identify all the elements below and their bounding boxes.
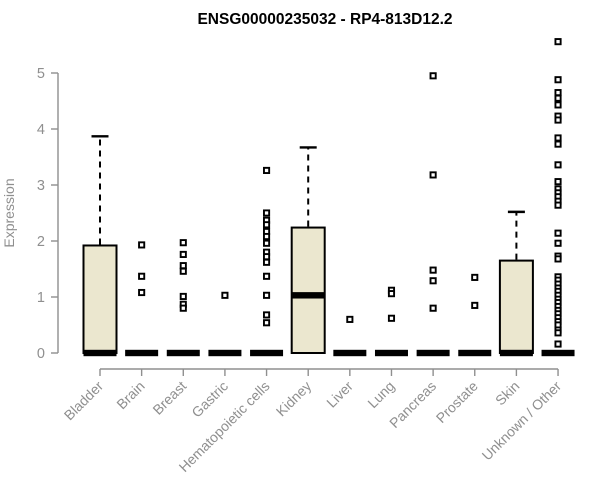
median-bar-breast xyxy=(166,349,200,357)
outlier-point-hematopoietic-cells xyxy=(263,291,271,299)
outlier-point-unknown-other xyxy=(554,76,562,84)
outlier-point-liver xyxy=(346,315,354,323)
outlier-point-hematopoietic-cells xyxy=(263,311,271,319)
x-tick-label-skin: Skin xyxy=(492,378,523,409)
outlier-point-unknown-other xyxy=(554,140,562,148)
outlier-point-breast xyxy=(179,250,187,258)
outlier-point-hematopoietic-cells xyxy=(263,221,271,229)
outlier-point-pancreas xyxy=(429,72,437,80)
outlier-point-hematopoietic-cells xyxy=(263,319,271,327)
outlier-point-prostate xyxy=(471,273,479,281)
y-tick-label-0: 0 xyxy=(37,346,45,362)
outlier-point-unknown-other xyxy=(554,255,562,263)
x-tick-label-bladder: Bladder xyxy=(61,378,107,424)
outlier-point-unknown-other xyxy=(554,161,562,169)
outlier-point-brain xyxy=(138,288,146,297)
outlier-point-unknown-other xyxy=(554,101,562,109)
median-bar-liver xyxy=(333,349,367,357)
median-bar-unknown-other xyxy=(541,349,575,357)
median-bar-hematopoietic-cells xyxy=(250,349,284,357)
outlier-point-unknown-other xyxy=(554,38,562,46)
median-bar-kidney xyxy=(291,292,325,299)
outlier-point-pancreas xyxy=(429,171,437,179)
median-bar-prostate xyxy=(458,349,492,357)
outlier-point-unknown-other xyxy=(554,134,562,142)
x-tick-label-lung: Lung xyxy=(364,378,397,411)
x-tick-label-liver: Liver xyxy=(323,378,356,411)
x-tick-label-kidney: Kidney xyxy=(273,378,315,420)
median-bar-brain xyxy=(125,349,159,357)
outlier-point-unknown-other xyxy=(554,229,562,237)
outlier-point-hematopoietic-cells xyxy=(263,253,271,261)
x-tick-label-breast: Breast xyxy=(149,378,189,418)
y-tick-label-2: 2 xyxy=(37,234,45,250)
box-skin xyxy=(498,259,534,355)
outlier-point-hematopoietic-cells xyxy=(263,239,271,247)
outlier-point-gastric xyxy=(221,291,229,299)
box-kidney xyxy=(290,226,326,354)
outlier-point-hematopoietic-cells xyxy=(263,272,271,280)
outlier-point-unknown-other xyxy=(554,340,562,348)
outlier-point-unknown-other xyxy=(554,116,562,124)
y-tick-label-1: 1 xyxy=(37,290,45,306)
outlier-point-brain xyxy=(138,272,146,280)
y-axis-label: Expression xyxy=(1,178,17,247)
outlier-point-lung xyxy=(387,314,396,322)
x-tick-label-brain: Brain xyxy=(113,378,147,412)
median-bar-pancreas xyxy=(416,349,450,357)
outlier-point-breast xyxy=(179,267,187,275)
median-bar-skin xyxy=(499,349,533,357)
x-tick-label-unknown-other: Unknown / Other xyxy=(479,378,565,464)
outlier-point-hematopoietic-cells xyxy=(263,232,271,241)
outlier-point-brain xyxy=(138,241,146,249)
outlier-point-hematopoietic-cells xyxy=(263,166,271,174)
y-tick-label-5: 5 xyxy=(37,66,45,82)
median-bar-gastric xyxy=(208,349,242,357)
outlier-point-unknown-other xyxy=(554,89,562,97)
outlier-point-unknown-other xyxy=(554,178,562,186)
chart-title: ENSG00000235032 - RP4-813D12.2 xyxy=(197,11,452,28)
y-tick-label-3: 3 xyxy=(37,178,45,194)
median-bar-bladder xyxy=(83,349,117,357)
outlier-point-pancreas xyxy=(429,277,437,285)
outlier-point-hematopoietic-cells xyxy=(263,258,271,266)
outlier-point-breast xyxy=(179,304,187,312)
outlier-point-lung xyxy=(387,290,396,298)
outlier-point-unknown-other xyxy=(554,239,562,247)
y-tick-label-4: 4 xyxy=(37,122,45,138)
box-bladder xyxy=(82,244,118,354)
outlier-point-prostate xyxy=(471,301,479,309)
outlier-point-pancreas xyxy=(429,304,437,312)
median-bar-lung xyxy=(374,349,408,357)
outlier-point-breast xyxy=(179,262,187,270)
x-tick-label-prostate: Prostate xyxy=(433,378,481,426)
outlier-point-breast xyxy=(179,292,187,300)
outlier-point-hematopoietic-cells xyxy=(263,209,271,217)
outlier-point-pancreas xyxy=(429,266,437,274)
outlier-point-unknown-other xyxy=(554,201,562,209)
outlier-point-unknown-other xyxy=(554,329,562,337)
outlier-point-breast xyxy=(179,239,187,247)
outlier-point-unknown-other xyxy=(554,94,562,102)
